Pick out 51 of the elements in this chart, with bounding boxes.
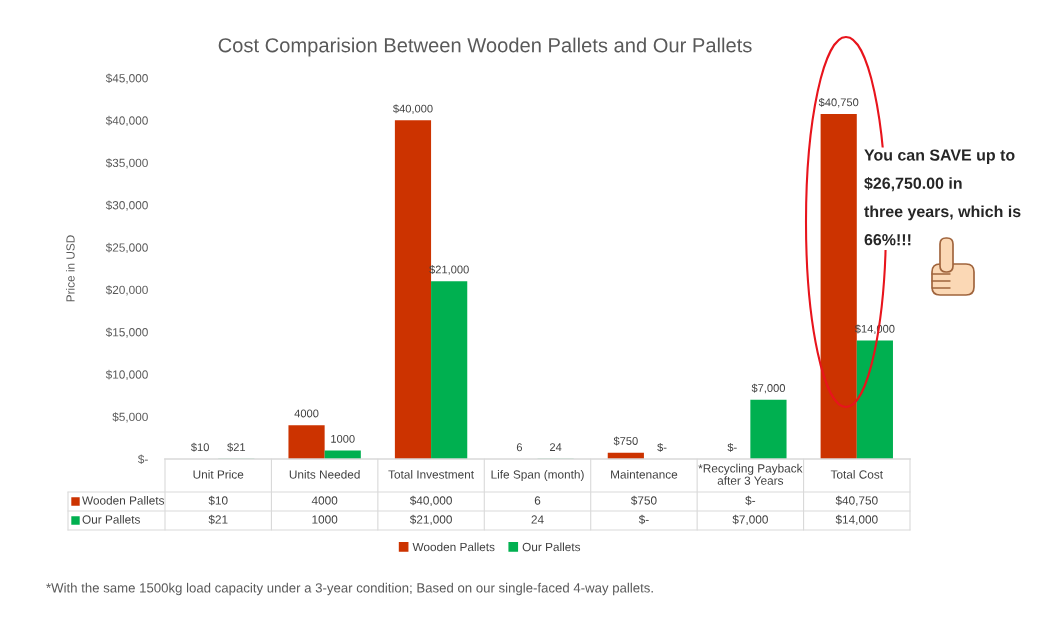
y-tick-label: $45,000 — [105, 73, 148, 84]
data-label: $7,000 — [732, 514, 768, 526]
text: $10 — [190, 442, 209, 452]
text: $40,750 — [818, 97, 859, 108]
data-label: $21 — [208, 514, 228, 525]
data-label: $21,000 — [409, 514, 452, 526]
text: 1000 — [331, 434, 355, 443]
x-tick-label: Life Span (month) — [491, 470, 584, 481]
text: $750 — [613, 436, 638, 446]
legend-label: Our Pallets — [522, 542, 581, 552]
text: $- — [727, 442, 737, 452]
y-tick-label: $25,000 — [105, 242, 148, 254]
text: $40,000 — [393, 104, 433, 114]
text: 24 — [549, 443, 562, 451]
data-label: $- — [638, 514, 649, 525]
legend-label: Wooden Pallets — [82, 496, 165, 505]
chart-title: Cost Comparision Between Wooden Pallets and Our Pallets — [218, 37, 752, 57]
y-axis-title: Price in USD — [66, 235, 75, 302]
data-label: $750 — [630, 495, 657, 506]
y-tick-label: $35,000 — [105, 158, 148, 169]
text: $7,000 — [751, 383, 786, 394]
text: Our Pallets — [82, 515, 140, 524]
x-tick-label: Maintenance — [611, 470, 678, 479]
annotation: You can SAVE up to $26,750.00 in three years, which is 66%!!! — [864, 149, 1021, 246]
data-label: 6 — [534, 496, 541, 505]
text: 6 — [516, 443, 523, 452]
y-tick-label: $15,000 — [105, 327, 148, 338]
y-tick-label: $- — [137, 454, 148, 465]
data-label: $40,750 — [835, 495, 878, 507]
text: Wooden Pallets — [412, 542, 495, 552]
y-tick-label: $40,000 — [105, 115, 148, 127]
data-label: $40,000 — [409, 495, 452, 507]
y-tick-label: $10,000 — [105, 369, 148, 381]
x-tick-label: Total Cost — [830, 470, 883, 479]
y-tick-label: $20,000 — [105, 285, 148, 296]
x-tick-label: Unit Price — [193, 470, 244, 479]
x-tick-label: *Recycling Payback after 3 Years — [698, 463, 803, 485]
x-tick-label: Units Needed — [289, 470, 360, 479]
text: *With the same 1500kg load capacity under a 3-year condition; Based on our single-faced 4-way pallets. — [46, 582, 653, 596]
text: $- — [657, 442, 667, 452]
text: 4000 — [294, 409, 319, 418]
data-label: $10 — [208, 495, 228, 506]
data-label: 4000 — [311, 496, 338, 505]
data-label: 1000 — [312, 515, 338, 524]
data-label: 24 — [531, 515, 544, 524]
data-label: $14,000 — [835, 514, 878, 526]
text: $21 — [227, 442, 246, 452]
y-tick-label: $5,000 — [112, 412, 148, 423]
x-tick-label: Total Investment — [388, 470, 474, 479]
y-tick-label: $30,000 — [105, 200, 148, 211]
data-label: $- — [745, 495, 756, 506]
